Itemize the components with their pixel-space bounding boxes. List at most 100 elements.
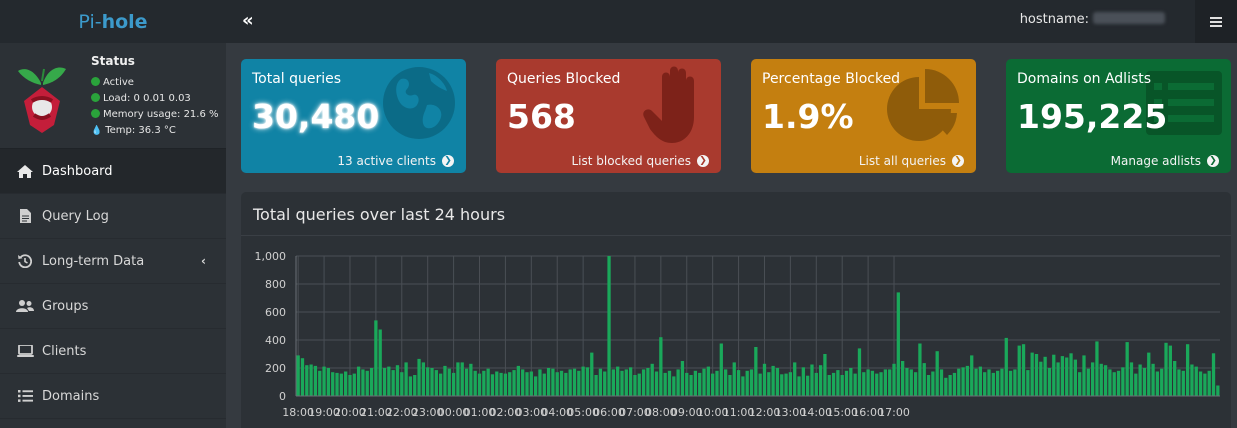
chart-bar <box>620 370 624 396</box>
sidebar-item-label: Groups <box>42 298 89 314</box>
chart-bar <box>1207 370 1211 396</box>
x-tick-label: 16:00 <box>852 406 884 419</box>
y-tick-label: 1,000 <box>255 250 287 263</box>
chart-bar <box>387 366 391 396</box>
chart-bar <box>456 362 460 396</box>
chart-bar <box>542 373 546 396</box>
chart-bar <box>676 369 680 396</box>
chart-bar <box>901 361 905 396</box>
active-clients-link[interactable]: 13 active clients ❯ <box>337 154 454 168</box>
top-navbar: « hostname: <box>226 0 1237 43</box>
chart-bar <box>767 372 771 396</box>
chart-bar <box>486 368 490 396</box>
y-tick-label: 600 <box>265 306 286 319</box>
chart-bar <box>447 368 451 396</box>
list-all-queries-link[interactable]: List all queries ❯ <box>859 154 964 168</box>
chart-bar <box>1039 361 1043 396</box>
chart-bar <box>948 375 952 396</box>
brand-logo[interactable]: Pi-hole <box>0 0 226 43</box>
chart-bar <box>628 367 633 396</box>
chart-bar <box>525 372 529 396</box>
chart-bar <box>741 376 745 396</box>
chart-bar <box>965 365 970 396</box>
chart-bar <box>659 337 663 396</box>
list-blocked-queries-link[interactable]: List blocked queries ❯ <box>571 154 709 168</box>
box-title: Total queries <box>252 71 342 87</box>
chart-bar <box>1052 354 1056 396</box>
chart-bar <box>473 370 477 396</box>
sidebar-item-query-log[interactable]: Query Log <box>0 194 226 239</box>
chart-bar <box>616 366 620 396</box>
sidebar-item-domains[interactable]: Domains <box>0 374 226 419</box>
status-title: Status <box>91 54 135 68</box>
chart-bar <box>879 372 883 396</box>
box-value: 568 <box>507 97 576 136</box>
chart-bar <box>918 343 922 396</box>
chart-bar <box>1194 366 1198 396</box>
chart-bar <box>512 370 516 396</box>
status-temp: 💧 Temp: 36.3 °C <box>91 125 176 136</box>
box-footer-label: List all queries <box>858 154 946 168</box>
chart-bar <box>1017 345 1021 396</box>
pie-chart-icon <box>887 69 959 141</box>
hamburger-menu-button[interactable] <box>1195 0 1237 43</box>
chart-bar <box>1086 368 1090 396</box>
chart-bar <box>516 365 521 396</box>
queries-bar-chart[interactable]: 0 200 400 600 800 1,000 18:0019:0020:0021:0022… <box>241 192 1231 428</box>
x-tick-label: 11:00 <box>723 406 755 419</box>
chart-bar <box>797 376 801 396</box>
chart-bar <box>1177 369 1181 396</box>
sidebar-toggle-button[interactable]: « <box>242 10 254 31</box>
chart-bar <box>1198 371 1203 396</box>
x-tick-label: 20:00 <box>334 406 366 419</box>
x-tick-label: 22:00 <box>386 406 418 419</box>
chart-bar <box>572 368 577 396</box>
chart-bar <box>477 373 482 396</box>
chart-bar <box>1168 345 1172 396</box>
chart-bar <box>1181 370 1185 396</box>
chart-bar <box>711 373 715 396</box>
chart-bar <box>633 375 637 396</box>
chart-bar <box>551 368 555 396</box>
chart-bar <box>862 372 866 396</box>
chart-bar <box>715 370 719 396</box>
chart-bar <box>844 370 849 396</box>
chart-bar <box>650 363 654 396</box>
chart-bar <box>426 367 430 396</box>
chart-bar <box>780 374 784 396</box>
load-ok-icon <box>91 93 100 102</box>
chart-bar <box>326 368 331 396</box>
chart-bar <box>1095 341 1099 396</box>
chart-bar <box>464 368 469 396</box>
sidebar-item-clients[interactable]: Clients <box>0 329 226 374</box>
chart-bar <box>305 365 309 396</box>
chart-bar <box>1030 352 1034 396</box>
sidebar-item-long-term-data[interactable]: Long-term Data ‹ <box>0 239 226 284</box>
chart-bar <box>952 372 957 396</box>
chart-bar <box>944 377 948 396</box>
chart-bar <box>702 368 706 396</box>
chart-bar <box>1203 373 1207 396</box>
hostname-redacted <box>1093 12 1165 24</box>
chart-bar <box>581 366 585 396</box>
x-tick-label: 01:00 <box>464 406 496 419</box>
chart-bar <box>361 369 365 396</box>
chart-bar <box>1034 354 1039 396</box>
chart-bar <box>698 372 702 396</box>
chart-bar <box>322 366 326 396</box>
chart-bar <box>641 369 646 396</box>
x-tick-label: 17:00 <box>878 406 910 419</box>
x-tick-label: 13:00 <box>775 406 807 419</box>
chart-bar <box>1090 362 1095 396</box>
sidebar-item-groups[interactable]: Groups <box>0 284 226 329</box>
chart-bar <box>439 373 443 396</box>
chart-bar <box>689 375 693 396</box>
chart-bar <box>1056 362 1060 396</box>
manage-adlists-link[interactable]: Manage adlists ❯ <box>1111 154 1219 168</box>
status-active: Active <box>91 77 134 88</box>
sidebar-item-dashboard[interactable]: Dashboard <box>0 149 226 194</box>
file-icon <box>16 209 34 223</box>
box-value: 30,480 <box>252 97 380 136</box>
chart-bar <box>1000 368 1004 396</box>
chart-bar <box>400 372 404 396</box>
